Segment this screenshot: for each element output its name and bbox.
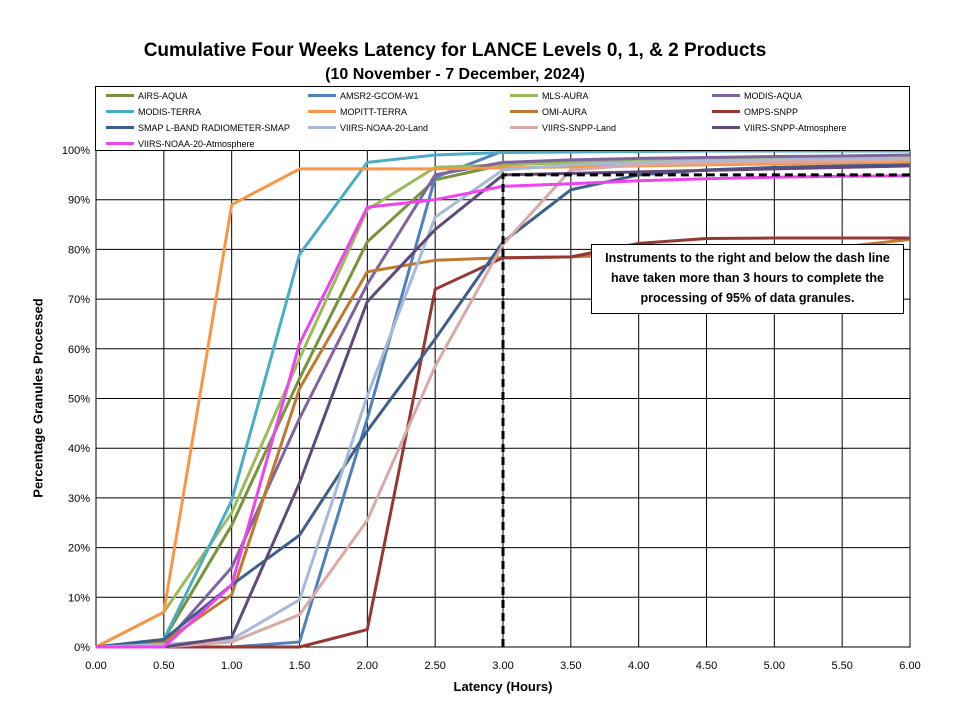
legend-item: VIIRS-NOAA-20-Land — [308, 122, 428, 134]
legend-label: MOPITT-TERRA — [340, 107, 407, 117]
series-line-viirs-snpp-land — [96, 158, 911, 649]
legend-swatch — [106, 142, 134, 146]
legend-label: OMPS-SNPP — [744, 107, 799, 117]
legend-item: OMI-AURA — [510, 106, 587, 118]
y-axis-label: Percentage Granules Processed — [30, 298, 46, 498]
x-tick-label: 6.00 — [899, 660, 920, 672]
x-tick-label: 2.50 — [424, 660, 445, 672]
y-tick-label: 40% — [68, 443, 90, 455]
x-tick-label: 3.50 — [560, 660, 581, 672]
y-tick-label: 20% — [68, 543, 90, 555]
legend-item: VIIRS-SNPP-Atmosphere — [712, 122, 847, 134]
threshold-dashed-line — [501, 173, 910, 647]
legend-label: VIIRS-NOAA-20-Atmosphere — [138, 139, 255, 149]
legend-item: MLS-AURA — [510, 90, 589, 102]
legend-swatch — [308, 126, 336, 130]
series-line-viirs-noaa-20-land — [95, 156, 911, 649]
legend-item: MOPITT-TERRA — [308, 106, 407, 118]
annotation-text: Instruments to the right and below the d… — [605, 251, 890, 305]
legend-item: AIRS-AQUA — [106, 90, 188, 102]
legend-swatch — [510, 110, 538, 114]
chart-subtitle: (10 November - 7 December, 2024) — [325, 66, 585, 83]
legend-swatch — [106, 110, 134, 114]
legend-swatch — [712, 110, 740, 114]
legend-item: MODIS-TERRA — [106, 106, 201, 118]
x-tick-label: 5.50 — [831, 660, 852, 672]
y-tick-label: 50% — [68, 394, 90, 406]
legend-label: VIIRS-SNPP-Land — [542, 123, 617, 133]
y-tick-label: 90% — [68, 195, 90, 207]
series-line-modis-terra — [95, 149, 910, 649]
legend-item: VIIRS-NOAA-20-Atmosphere — [106, 138, 255, 150]
legend-swatch — [308, 110, 336, 114]
x-tick-label: 1.50 — [289, 660, 310, 672]
legend-label: MLS-AURA — [542, 91, 589, 101]
legend-swatch — [106, 94, 134, 98]
y-tick-label: 100% — [62, 145, 90, 157]
y-tick-label: 30% — [68, 493, 90, 505]
series-line-omps-snpp — [96, 236, 910, 649]
y-tick-label: 80% — [68, 244, 90, 256]
legend: AIRS-AQUA AMSR2-GCOM-W1 MLS-AURA MODIS-AQUA… — [95, 86, 910, 151]
legend-item: VIIRS-SNPP-Land — [510, 122, 616, 134]
x-tick-label: 2.00 — [357, 660, 378, 672]
x-tick-label: 3.00 — [492, 660, 513, 672]
legend-label: MODIS-TERRA — [138, 107, 201, 117]
series-line-mopitt-terra — [95, 160, 911, 649]
chart-title: Cumulative Four Weeks Latency for LANCE … — [143, 40, 767, 61]
legend-label: AMSR2-GCOM-W1 — [340, 91, 419, 101]
legend-item: OMPS-SNPP — [712, 106, 798, 118]
legend-swatch — [308, 94, 336, 98]
legend-swatch — [106, 126, 134, 130]
x-tick-label: 4.50 — [696, 660, 717, 672]
legend-label: VIIRS-NOAA-20-Land — [340, 123, 429, 133]
legend-swatch — [712, 94, 740, 98]
legend-label: VIIRS-SNPP-Atmosphere — [744, 123, 847, 133]
legend-label: AIRS-AQUA — [138, 91, 188, 101]
legend-label: MODIS-AQUA — [744, 91, 803, 101]
legend-label: SMAP L-BAND RADIOMETER-SMAP — [138, 123, 290, 133]
x-tick-label: 0.00 — [85, 660, 106, 672]
tick-layer: 0% 10% 20% 30% 40% 50% 60% 70% 80% 90% 100% 0.00 0.5… — [62, 145, 921, 672]
legend-item: AMSR2-GCOM-W1 — [308, 90, 419, 102]
legend-swatch — [510, 94, 538, 98]
legend-item: SMAP L-BAND RADIOMETER-SMAP — [106, 122, 290, 134]
y-tick-label: 60% — [68, 344, 90, 356]
y-tick-label: 10% — [68, 592, 90, 604]
legend-swatch — [510, 126, 538, 130]
x-tick-label: 0.50 — [153, 660, 174, 672]
x-tick-label: 5.00 — [764, 660, 785, 672]
y-tick-label: 70% — [68, 294, 90, 306]
threshold-layer — [501, 173, 910, 647]
x-tick-label: 4.00 — [628, 660, 649, 672]
legend-label: OMI-AURA — [542, 107, 587, 117]
annotation-box: Instruments to the right and below the d… — [591, 244, 904, 314]
legend-swatch — [712, 126, 740, 130]
series-line-modis-aqua — [95, 153, 911, 649]
x-tick-label: 1.00 — [221, 660, 242, 672]
x-axis-label: Latency (Hours) — [453, 679, 553, 694]
legend-item: MODIS-AQUA — [712, 90, 802, 102]
y-tick-label: 0% — [74, 642, 90, 654]
